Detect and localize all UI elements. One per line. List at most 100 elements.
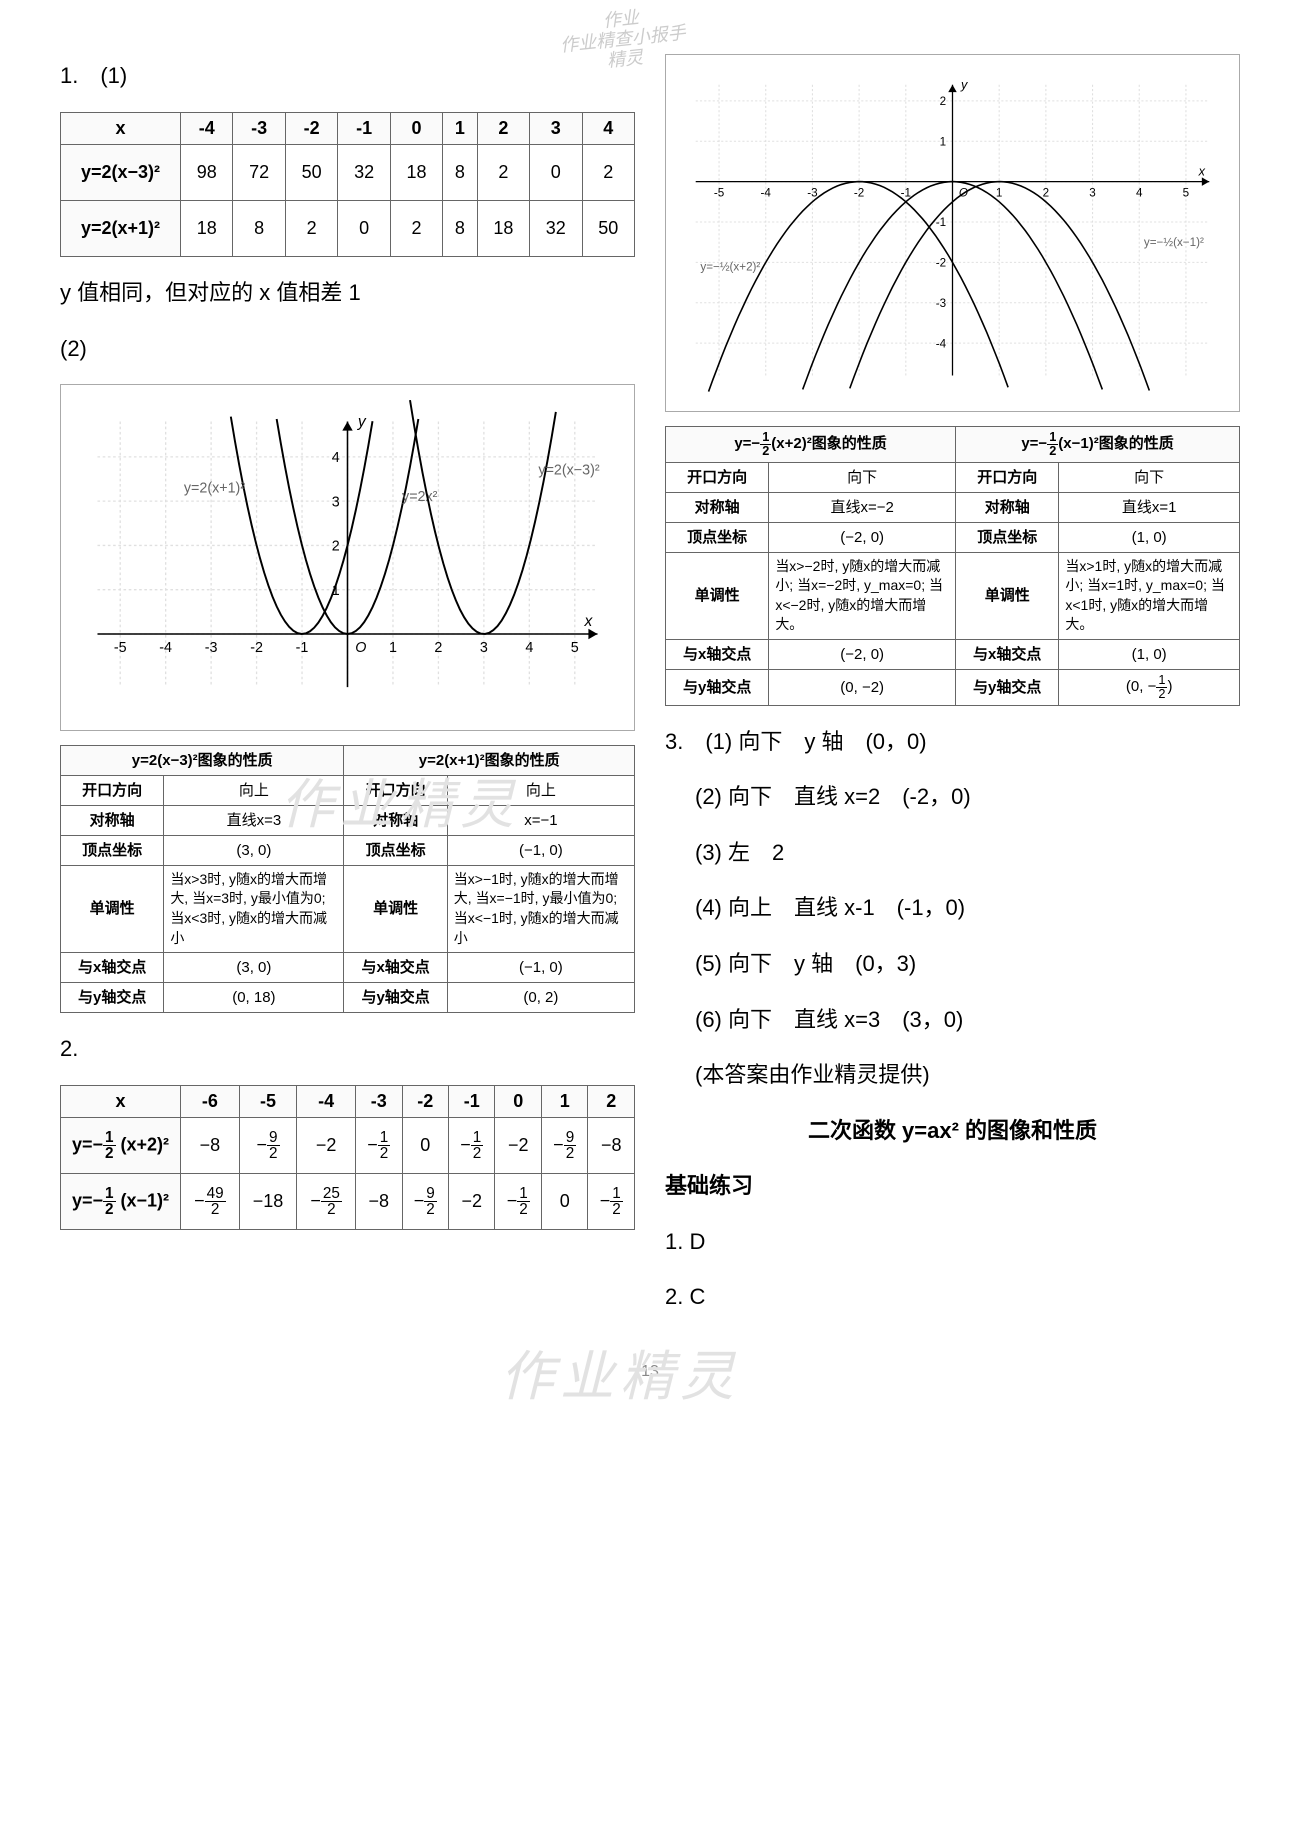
svg-text:1: 1 bbox=[996, 186, 1002, 199]
prop-value: x=−1 bbox=[447, 805, 634, 835]
question-label: 1. (1) bbox=[60, 56, 635, 96]
svg-text:-3: -3 bbox=[936, 297, 946, 310]
svg-text:4: 4 bbox=[1136, 186, 1143, 199]
table-cell: 18 bbox=[390, 144, 442, 200]
svg-text:y=−½(x−1)²: y=−½(x−1)² bbox=[1144, 236, 1204, 249]
prop-value: (−1, 0) bbox=[447, 953, 634, 983]
answer-line: (3) 左 2 bbox=[695, 833, 1240, 873]
prop-value: 当x>1时, y随x的增大而减小; 当x=1时, y_max=0; 当x<1时,… bbox=[1059, 552, 1240, 639]
table-cell: −92 bbox=[541, 1118, 587, 1174]
prop-label: 开口方向 bbox=[666, 462, 769, 492]
svg-text:x: x bbox=[1198, 163, 1206, 178]
prop-label: 与x轴交点 bbox=[61, 953, 164, 983]
row-label: y=2(x−3)² bbox=[61, 144, 181, 200]
prop-value: 当x>−1时, y随x的增大而增大, 当x=−1时, y最小值为0; 当x<−1… bbox=[447, 865, 634, 952]
table-cell: 32 bbox=[530, 200, 582, 256]
section-title: 二次函数 y=ax² 的图像和性质 bbox=[665, 1111, 1240, 1151]
table-cell: 0 bbox=[338, 200, 390, 256]
svg-text:y: y bbox=[960, 77, 968, 92]
svg-text:y: y bbox=[357, 414, 367, 431]
table-cell: 8 bbox=[443, 144, 477, 200]
properties-table-1: y=2(x−3)²图象的性质y=2(x+1)²图象的性质开口方向向上开口方向向上… bbox=[60, 745, 635, 1013]
table-cell: 18 bbox=[181, 200, 233, 256]
chart-2: -5-4-3-2-1O12345-4-3-2-112xyy=−½(x+2)²y=… bbox=[665, 54, 1240, 412]
answer-line: 1. D bbox=[665, 1222, 1240, 1262]
prop-label: 与y轴交点 bbox=[956, 670, 1059, 706]
properties-table-2: y=−12(x+2)²图象的性质y=−12(x−1)²图象的性质开口方向向下开口… bbox=[665, 426, 1240, 705]
answer-line: 2. C bbox=[665, 1277, 1240, 1317]
prop-label: 开口方向 bbox=[956, 462, 1059, 492]
svg-text:3: 3 bbox=[480, 640, 488, 656]
svg-text:2: 2 bbox=[332, 539, 340, 555]
prop-label: 与x轴交点 bbox=[666, 640, 769, 670]
prop-label: 对称轴 bbox=[666, 492, 769, 522]
table-cell: 0 bbox=[530, 144, 582, 200]
table-cell: 2 bbox=[285, 200, 337, 256]
prop-label: 单调性 bbox=[956, 552, 1059, 639]
prop-label: 开口方向 bbox=[61, 775, 164, 805]
prop-value: 当x>3时, y随x的增大而增大, 当x=3时, y最小值为0; 当x<3时, … bbox=[164, 865, 344, 952]
svg-text:-3: -3 bbox=[807, 186, 817, 199]
answer-line: (6) 向下 直线 x=3 (3，0) bbox=[695, 1000, 1240, 1040]
table-cell: −252 bbox=[297, 1174, 356, 1230]
prop-label: 对称轴 bbox=[956, 492, 1059, 522]
prop-value: (3, 0) bbox=[164, 835, 344, 865]
table-cell: 2 bbox=[390, 200, 442, 256]
prop-label: 顶点坐标 bbox=[344, 835, 447, 865]
row-label: y=−12 (x+2)² bbox=[61, 1118, 181, 1174]
table-cell: 8 bbox=[233, 200, 285, 256]
note-text: y 值相同，但对应的 x 值相差 1 bbox=[60, 273, 635, 313]
table-cell: −92 bbox=[402, 1174, 448, 1230]
sub-label: (2) bbox=[60, 329, 635, 369]
svg-text:y=2(x+1)²: y=2(x+1)² bbox=[184, 480, 245, 496]
svg-text:-1: -1 bbox=[901, 186, 911, 199]
prop-value: 向下 bbox=[1059, 462, 1240, 492]
svg-text:y=2x²: y=2x² bbox=[402, 489, 438, 505]
svg-text:4: 4 bbox=[525, 640, 533, 656]
svg-text:3: 3 bbox=[1089, 186, 1095, 199]
prop-value: (−2, 0) bbox=[769, 522, 956, 552]
table-cell: 2 bbox=[477, 144, 529, 200]
table-cell: 2 bbox=[582, 144, 634, 200]
table-1: x-4-3-2-101234y=2(x−3)²98725032188202y=2… bbox=[60, 112, 635, 257]
svg-text:5: 5 bbox=[571, 640, 579, 656]
table-cell: 72 bbox=[233, 144, 285, 200]
answer-line: (4) 向上 直线 x-1 (-1，0) bbox=[695, 888, 1240, 928]
prop-label: 单调性 bbox=[666, 552, 769, 639]
prop-label: 与y轴交点 bbox=[61, 983, 164, 1013]
table-2: x-6-5-4-3-2-1012y=−12 (x+2)²−8−92−2−120−… bbox=[60, 1085, 635, 1230]
svg-text:-4: -4 bbox=[761, 186, 772, 199]
svg-text:1: 1 bbox=[389, 640, 397, 656]
svg-text:-4: -4 bbox=[936, 337, 947, 350]
svg-text:y=−½(x+2)²: y=−½(x+2)² bbox=[700, 260, 760, 273]
svg-text:-1: -1 bbox=[296, 640, 309, 656]
prop-value: 向上 bbox=[447, 775, 634, 805]
prop-label: 顶点坐标 bbox=[61, 835, 164, 865]
question-label: 2. bbox=[60, 1029, 635, 1069]
prop-label: 顶点坐标 bbox=[956, 522, 1059, 552]
row-label: y=−12 (x−1)² bbox=[61, 1174, 181, 1230]
table-cell: −2 bbox=[297, 1118, 356, 1174]
svg-text:x: x bbox=[584, 613, 594, 630]
table-cell: −2 bbox=[448, 1174, 494, 1230]
prop-value: 当x>−2时, y随x的增大而减小; 当x=−2时, y_max=0; 当x<−… bbox=[769, 552, 956, 639]
table-cell: −18 bbox=[239, 1174, 296, 1230]
left-column: 1. (1) x-4-3-2-101234y=2(x−3)²9872503218… bbox=[60, 40, 635, 1333]
svg-text:2: 2 bbox=[434, 640, 442, 656]
table-cell: −8 bbox=[588, 1118, 635, 1174]
svg-text:-3: -3 bbox=[205, 640, 218, 656]
table-cell: 32 bbox=[338, 144, 390, 200]
prop-label: 单调性 bbox=[61, 865, 164, 952]
svg-text:-5: -5 bbox=[114, 640, 127, 656]
table-cell: −12 bbox=[448, 1118, 494, 1174]
table-cell: −12 bbox=[588, 1174, 635, 1230]
table-cell: −8 bbox=[181, 1118, 240, 1174]
svg-text:y=2(x−3)²: y=2(x−3)² bbox=[538, 463, 599, 479]
prop-value: (1, 0) bbox=[1059, 522, 1240, 552]
prop-value: (3, 0) bbox=[164, 953, 344, 983]
prop-label: 对称轴 bbox=[344, 805, 447, 835]
answer-line: (本答案由作业精灵提供) bbox=[695, 1055, 1240, 1095]
prop-value: (1, 0) bbox=[1059, 640, 1240, 670]
answer-line: (5) 向下 y 轴 (0，3) bbox=[695, 944, 1240, 984]
table-cell: −8 bbox=[356, 1174, 402, 1230]
